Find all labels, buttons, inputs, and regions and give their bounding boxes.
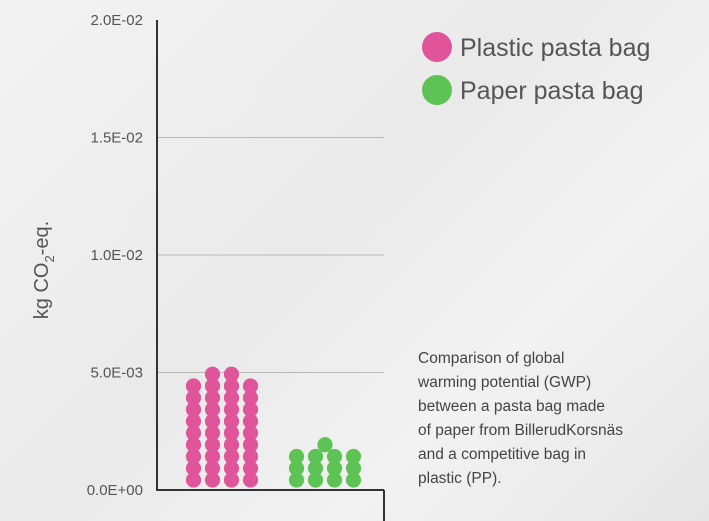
dot: [185, 413, 202, 429]
dot: [242, 448, 259, 465]
dot: [185, 448, 202, 465]
dot: [223, 460, 240, 476]
dot: [326, 448, 343, 465]
legend-swatch: [422, 75, 452, 105]
dot: [223, 472, 240, 488]
dot: [242, 390, 259, 406]
dot: [345, 460, 362, 476]
dot: [185, 378, 202, 394]
caption-line: warming potential (GWP): [418, 374, 592, 391]
dot-bar: [185, 366, 259, 488]
dot: [185, 472, 202, 488]
dot: [242, 460, 259, 476]
dot: [345, 448, 362, 465]
dot: [204, 425, 221, 441]
legend-label: Plastic pasta bag: [460, 34, 650, 62]
legend-swatch: [422, 32, 452, 62]
y-axis-label-subscript: 2: [42, 255, 57, 262]
dot: [288, 472, 305, 488]
dot: [288, 460, 305, 476]
dot: [204, 472, 221, 488]
dot: [307, 460, 324, 476]
gridlines: [157, 137, 384, 373]
dot: [204, 366, 221, 382]
dot: [185, 437, 202, 453]
dot: [223, 378, 240, 394]
y-axis-label-suffix: -eq.: [31, 221, 53, 255]
dot: [223, 390, 240, 406]
y-tick-labels: 0.0E+00 5.0E-03 1.0E-02 1.5E-02 2.0E-02: [87, 12, 143, 499]
caption-line: of paper from BillerudKorsnäs: [418, 422, 624, 439]
dot: [185, 390, 202, 406]
y-axis-label-base: kg CO: [31, 263, 53, 320]
dot: [223, 366, 240, 382]
legend: Plastic pasta bag Paper pasta bag: [422, 32, 650, 105]
dot: [242, 378, 259, 394]
dot: [307, 448, 324, 465]
caption-line: and a competitive bag in: [418, 446, 587, 463]
dot: [345, 472, 362, 488]
dot: [326, 472, 343, 488]
axes: [156, 20, 385, 521]
dot: [204, 437, 221, 453]
y-tick-label: 0.0E+00: [87, 482, 143, 499]
dot: [204, 460, 221, 476]
legend-label: Paper pasta bag: [460, 77, 643, 105]
dot: [204, 390, 221, 406]
dot: [204, 378, 221, 394]
y-tick-label: 5.0E-03: [90, 365, 143, 382]
caption-line: between a pasta bag made: [418, 398, 605, 415]
dot: [223, 413, 240, 429]
dot: [223, 425, 240, 441]
dot: [185, 460, 202, 476]
dot: [317, 437, 333, 453]
dot: [185, 425, 202, 441]
dot: [204, 448, 221, 465]
y-tick-label: 2.0E-02: [90, 12, 143, 29]
dot: [223, 401, 240, 418]
caption-line: Comparison of global: [418, 350, 565, 367]
y-tick-label: 1.5E-02: [90, 130, 143, 147]
dot: [204, 413, 221, 429]
dot-bars: [185, 366, 362, 488]
dot: [242, 413, 259, 429]
dot: [326, 460, 343, 476]
dot: [242, 472, 259, 488]
dot: [242, 437, 259, 453]
y-axis-label: kg CO2-eq.: [31, 221, 57, 319]
dot: [242, 401, 259, 418]
dot: [204, 401, 221, 418]
y-tick-label: 1.0E-02: [90, 247, 143, 264]
dot: [223, 448, 240, 465]
dot: [185, 401, 202, 418]
dot: [242, 425, 259, 441]
chart-caption: Comparison of global warming potential (…: [418, 347, 708, 491]
dot: [223, 437, 240, 453]
dot: [288, 448, 305, 465]
dot: [307, 472, 324, 488]
dot-bar: [288, 437, 362, 488]
caption-line: plastic (PP).: [418, 470, 502, 487]
